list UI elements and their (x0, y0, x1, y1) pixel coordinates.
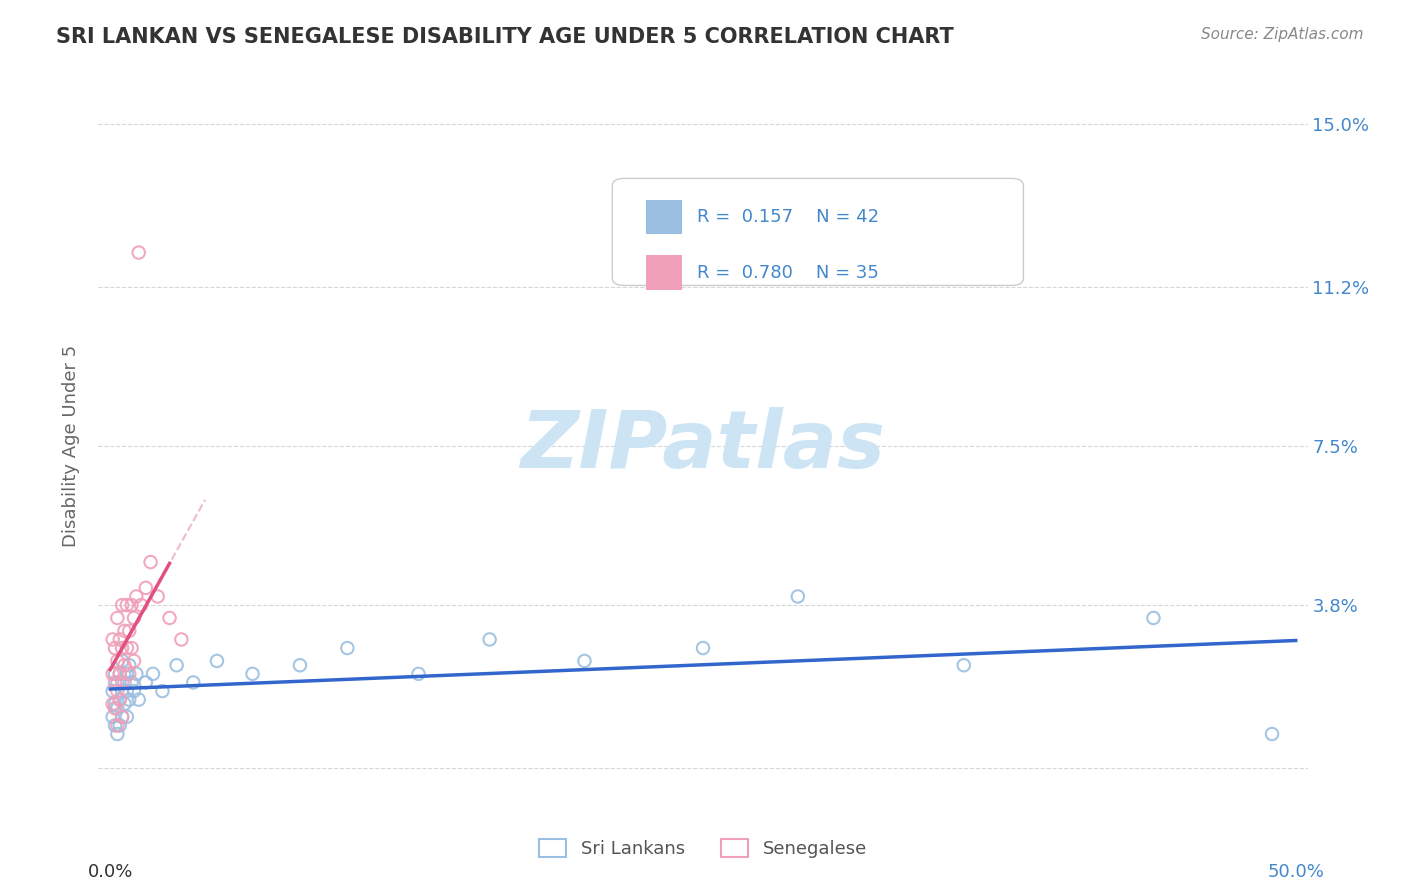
Point (135, 675, 157, 690)
Point (118, 624, 141, 638)
Point (125, 590, 148, 604)
Point (1142, 611, 1164, 625)
Point (111, 598, 134, 612)
Point (114, 658, 136, 673)
Point (108, 632, 131, 647)
Point (121, 641, 143, 656)
Point (170, 632, 193, 647)
Point (336, 641, 359, 656)
Point (205, 654, 228, 668)
Text: R =  0.157    N = 42: R = 0.157 N = 42 (697, 208, 879, 226)
Point (108, 692, 131, 706)
Point (104, 641, 127, 656)
Point (101, 666, 124, 681)
Point (111, 675, 134, 690)
Point (104, 701, 127, 715)
Point (574, 654, 596, 668)
FancyBboxPatch shape (647, 200, 682, 234)
Point (166, 658, 188, 673)
Point (101, 684, 124, 698)
Point (105, 675, 128, 690)
Point (122, 684, 145, 698)
Point (125, 666, 148, 681)
Point (118, 666, 141, 681)
Point (115, 710, 138, 724)
Point (108, 666, 131, 681)
Point (105, 727, 128, 741)
Text: 50.0%: 50.0% (1267, 863, 1324, 881)
Point (692, 641, 714, 656)
Point (105, 718, 128, 732)
Point (111, 684, 134, 698)
Point (121, 675, 143, 690)
Point (114, 697, 136, 711)
Point (108, 666, 131, 681)
Point (115, 641, 138, 656)
Point (115, 684, 138, 698)
Point (115, 598, 138, 612)
Point (288, 658, 311, 673)
Point (115, 666, 138, 681)
Point (101, 697, 124, 711)
Text: ZIPatlas: ZIPatlas (520, 407, 886, 485)
Text: Source: ZipAtlas.com: Source: ZipAtlas.com (1201, 27, 1364, 42)
Point (121, 598, 143, 612)
Point (101, 710, 124, 724)
Point (118, 658, 141, 673)
Point (786, 590, 808, 604)
Text: 0.0%: 0.0% (87, 863, 134, 881)
Point (408, 666, 430, 681)
Text: R =  0.780    N = 35: R = 0.780 N = 35 (697, 264, 879, 282)
Point (1261, 727, 1284, 741)
Point (122, 654, 145, 668)
Y-axis label: Disability Age Under 5: Disability Age Under 5 (62, 345, 80, 547)
Point (105, 611, 128, 625)
Point (159, 611, 181, 625)
Point (105, 701, 128, 715)
Point (114, 624, 136, 638)
Point (139, 555, 162, 569)
Point (104, 697, 127, 711)
Point (478, 632, 501, 647)
Point (111, 654, 134, 668)
Point (105, 654, 128, 668)
Point (152, 684, 174, 698)
Point (242, 666, 264, 681)
Point (101, 632, 124, 647)
Point (128, 245, 150, 260)
FancyBboxPatch shape (647, 255, 682, 290)
Point (104, 675, 127, 690)
Point (129, 598, 152, 612)
Point (111, 710, 134, 724)
Legend: Sri Lankans, Senegalese: Sri Lankans, Senegalese (531, 831, 875, 865)
FancyBboxPatch shape (613, 178, 1024, 285)
Point (111, 710, 134, 724)
Point (122, 611, 145, 625)
Point (108, 692, 131, 706)
Point (108, 718, 131, 732)
Point (952, 658, 974, 673)
Point (114, 675, 136, 690)
Point (118, 692, 141, 706)
Point (142, 666, 165, 681)
Point (135, 581, 157, 595)
Point (104, 718, 127, 732)
Point (146, 590, 169, 604)
Point (105, 684, 128, 698)
Point (104, 666, 127, 681)
Point (128, 692, 150, 706)
Text: SRI LANKAN VS SENEGALESE DISABILITY AGE UNDER 5 CORRELATION CHART: SRI LANKAN VS SENEGALESE DISABILITY AGE … (56, 27, 955, 46)
Point (111, 641, 134, 656)
Point (181, 675, 204, 690)
